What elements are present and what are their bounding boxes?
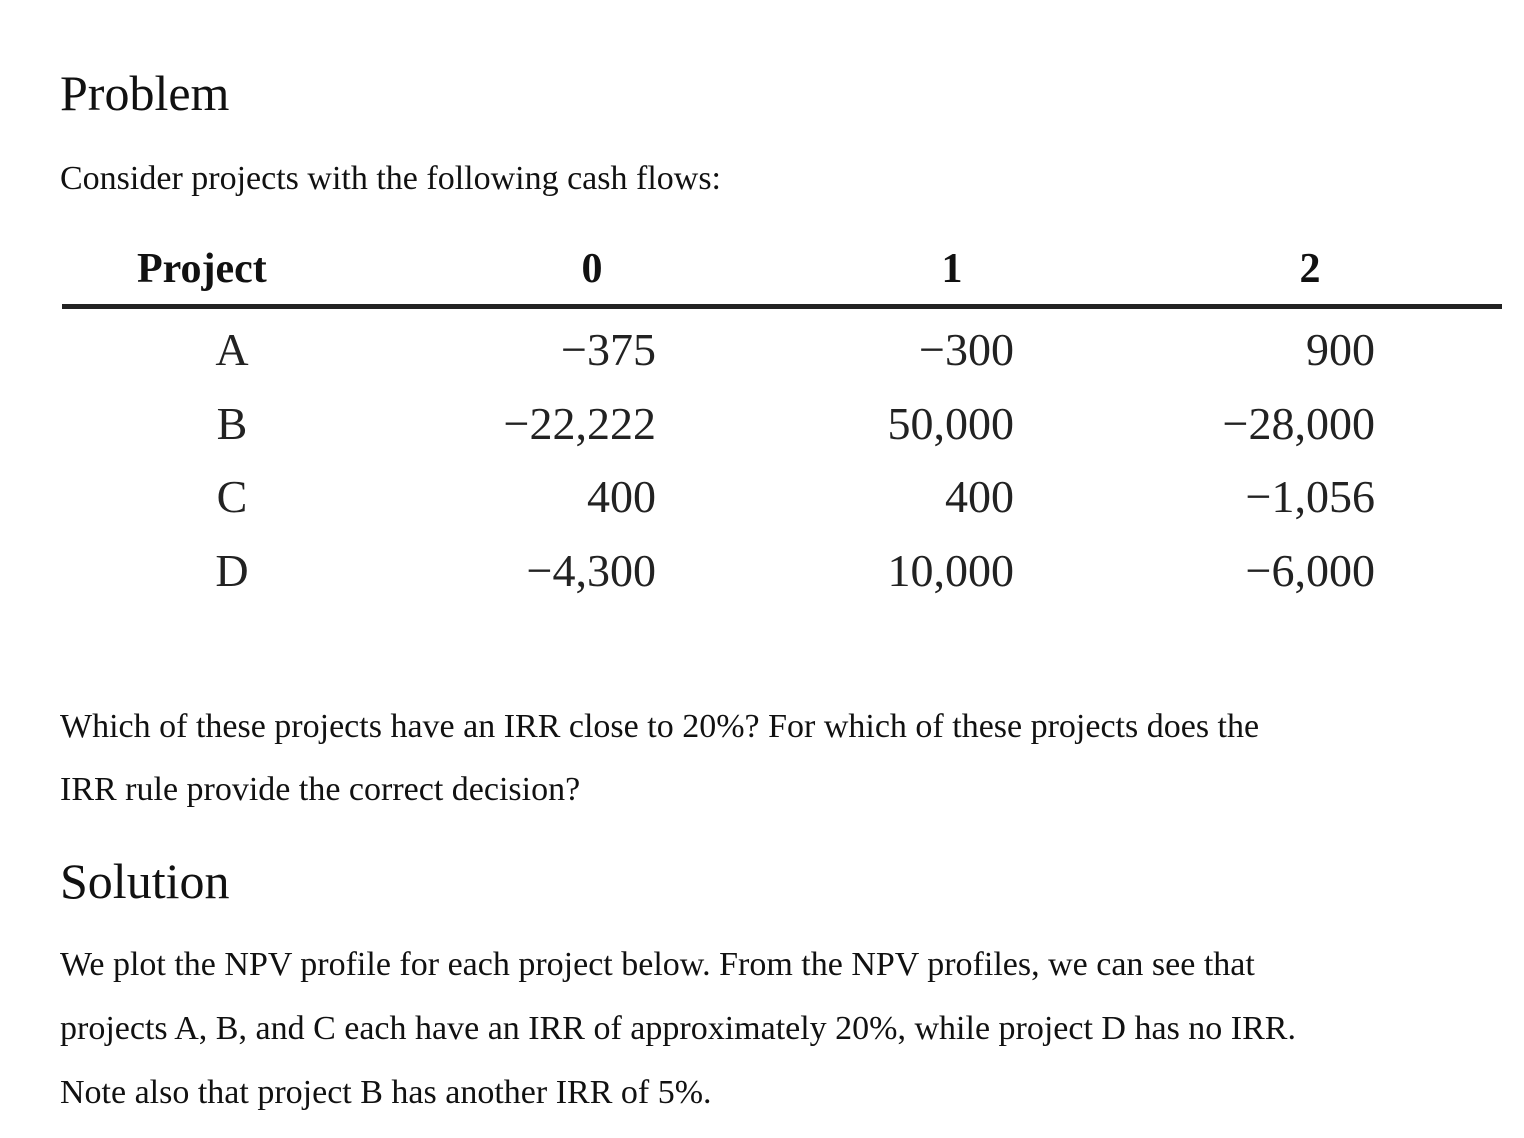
table-cell: B bbox=[216, 398, 248, 449]
table-cell: 400 bbox=[587, 471, 656, 522]
solution-line: We plot the NPV profile for each project… bbox=[60, 946, 1255, 983]
table-cell: −6,000 bbox=[1245, 545, 1375, 596]
table-cell: −375 bbox=[561, 324, 656, 375]
question-line: Which of these projects have an IRR clos… bbox=[60, 708, 1260, 745]
table-header: 0 bbox=[581, 246, 603, 292]
table-cell: −22,222 bbox=[503, 398, 656, 449]
table-cell: A bbox=[215, 324, 249, 375]
table-cell: C bbox=[216, 471, 248, 522]
intro: Consider projects with the following cas… bbox=[60, 160, 722, 197]
table-rule bbox=[62, 304, 1502, 309]
table-header: 2 bbox=[1299, 246, 1321, 292]
problem-heading: Problem bbox=[60, 65, 230, 121]
solution-line: Note also that project B has another IRR… bbox=[60, 1074, 712, 1111]
table-cell: 50,000 bbox=[887, 398, 1015, 449]
table-cell: −4,300 bbox=[526, 545, 656, 596]
table-cell: 400 bbox=[945, 471, 1014, 522]
table-cell: 10,000 bbox=[887, 545, 1015, 596]
table-cell: D bbox=[215, 545, 249, 596]
table-cell: 900 bbox=[1306, 324, 1375, 375]
table-cell: −300 bbox=[919, 324, 1014, 375]
question-line: IRR rule provide the correct decision? bbox=[60, 771, 581, 808]
table-header: Project bbox=[137, 246, 267, 292]
solution-line: projects A, B, and C each have an IRR of… bbox=[60, 1010, 1296, 1047]
solution-heading: Solution bbox=[60, 853, 230, 909]
table-header: 1 bbox=[941, 246, 963, 292]
table-cell: −28,000 bbox=[1222, 398, 1375, 449]
table-cell: −1,056 bbox=[1245, 471, 1375, 522]
